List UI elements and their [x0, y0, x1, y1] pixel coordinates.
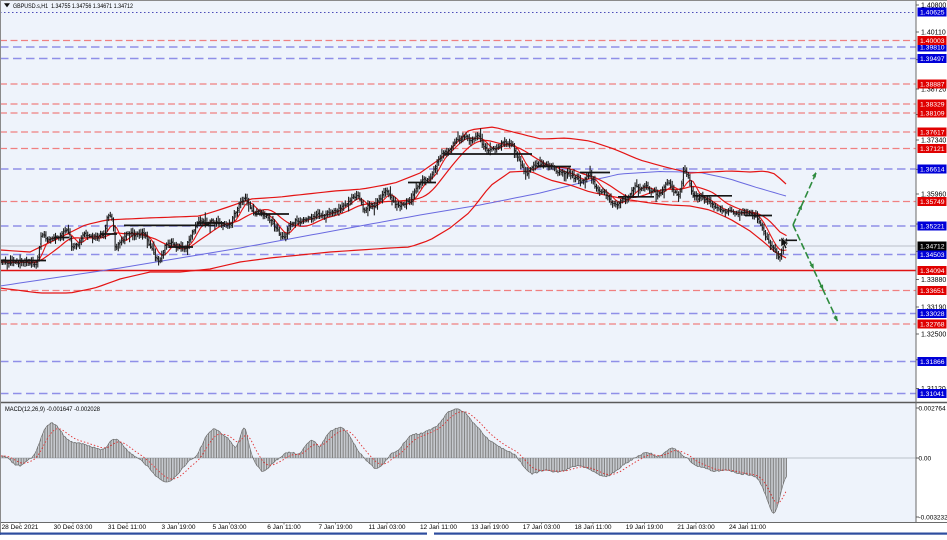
svg-text:0.00: 0.00: [919, 456, 932, 463]
svg-text:1.34712: 1.34712: [920, 244, 945, 251]
svg-text:1.34503: 1.34503: [920, 252, 945, 259]
svg-text:1.37617: 1.37617: [920, 130, 945, 137]
svg-text:6 Jan 11:00: 6 Jan 11:00: [267, 524, 301, 531]
svg-text:1.33028: 1.33028: [920, 311, 945, 318]
svg-text:1.31041: 1.31041: [920, 391, 945, 398]
svg-text:1.33651: 1.33651: [920, 288, 945, 295]
svg-text:1.37121: 1.37121: [920, 146, 945, 153]
svg-text:1.32768: 1.32768: [920, 322, 945, 329]
svg-text:30 Dec 03:00: 30 Dec 03:00: [54, 524, 93, 531]
svg-text:0.002764: 0.002764: [919, 406, 946, 413]
svg-text:1.38887: 1.38887: [920, 82, 945, 89]
svg-text:1.40110: 1.40110: [921, 30, 946, 37]
svg-text:1.40625: 1.40625: [920, 10, 945, 17]
svg-text:1.31866: 1.31866: [920, 359, 945, 366]
svg-text:1.36614: 1.36614: [920, 167, 945, 174]
svg-text:28 Dec 2021: 28 Dec 2021: [2, 524, 39, 531]
svg-text:1.35221: 1.35221: [920, 224, 945, 231]
svg-text:1.38109: 1.38109: [920, 111, 945, 118]
svg-text:1.38329: 1.38329: [920, 102, 945, 109]
svg-text:GBPUSD.s,H1 1.34755 1.34756 1: GBPUSD.s,H1 1.34755 1.34756 1.34671 1.34…: [13, 3, 133, 10]
svg-text:3 Jan 19:00: 3 Jan 19:00: [162, 524, 196, 531]
svg-text:13 Jan 19:00: 13 Jan 19:00: [471, 524, 509, 531]
svg-text:1.35749: 1.35749: [920, 199, 945, 206]
svg-text:7 Jan 19:00: 7 Jan 19:00: [319, 524, 353, 531]
svg-text:1.32500: 1.32500: [921, 332, 946, 339]
svg-text:-0.003232: -0.003232: [919, 515, 947, 522]
svg-text:1.34094: 1.34094: [920, 268, 945, 275]
svg-text:1.33880: 1.33880: [921, 277, 946, 284]
svg-text:18 Jan 11:00: 18 Jan 11:00: [574, 524, 611, 531]
svg-text:24 Jan 11:00: 24 Jan 11:00: [729, 524, 766, 531]
svg-text:1.40003: 1.40003: [920, 38, 945, 45]
svg-text:12 Jan 11:00: 12 Jan 11:00: [420, 524, 457, 531]
svg-text:21 Jan 03:00: 21 Jan 03:00: [677, 524, 715, 531]
svg-text:17 Jan 03:00: 17 Jan 03:00: [523, 524, 561, 531]
svg-text:MACD(12,26,9) -0.001647 -0.002: MACD(12,26,9) -0.001647 -0.002028: [5, 406, 100, 413]
svg-text:31 Dec 11:00: 31 Dec 11:00: [108, 524, 147, 531]
svg-text:1.39810: 1.39810: [920, 45, 945, 52]
svg-text:1.39497: 1.39497: [920, 56, 945, 63]
svg-text:19 Jan 19:00: 19 Jan 19:00: [626, 524, 664, 531]
svg-text:5 Jan 03:00: 5 Jan 03:00: [213, 524, 247, 531]
svg-text:11 Jan 03:00: 11 Jan 03:00: [368, 524, 405, 531]
svg-text:1.37340: 1.37340: [921, 138, 946, 145]
